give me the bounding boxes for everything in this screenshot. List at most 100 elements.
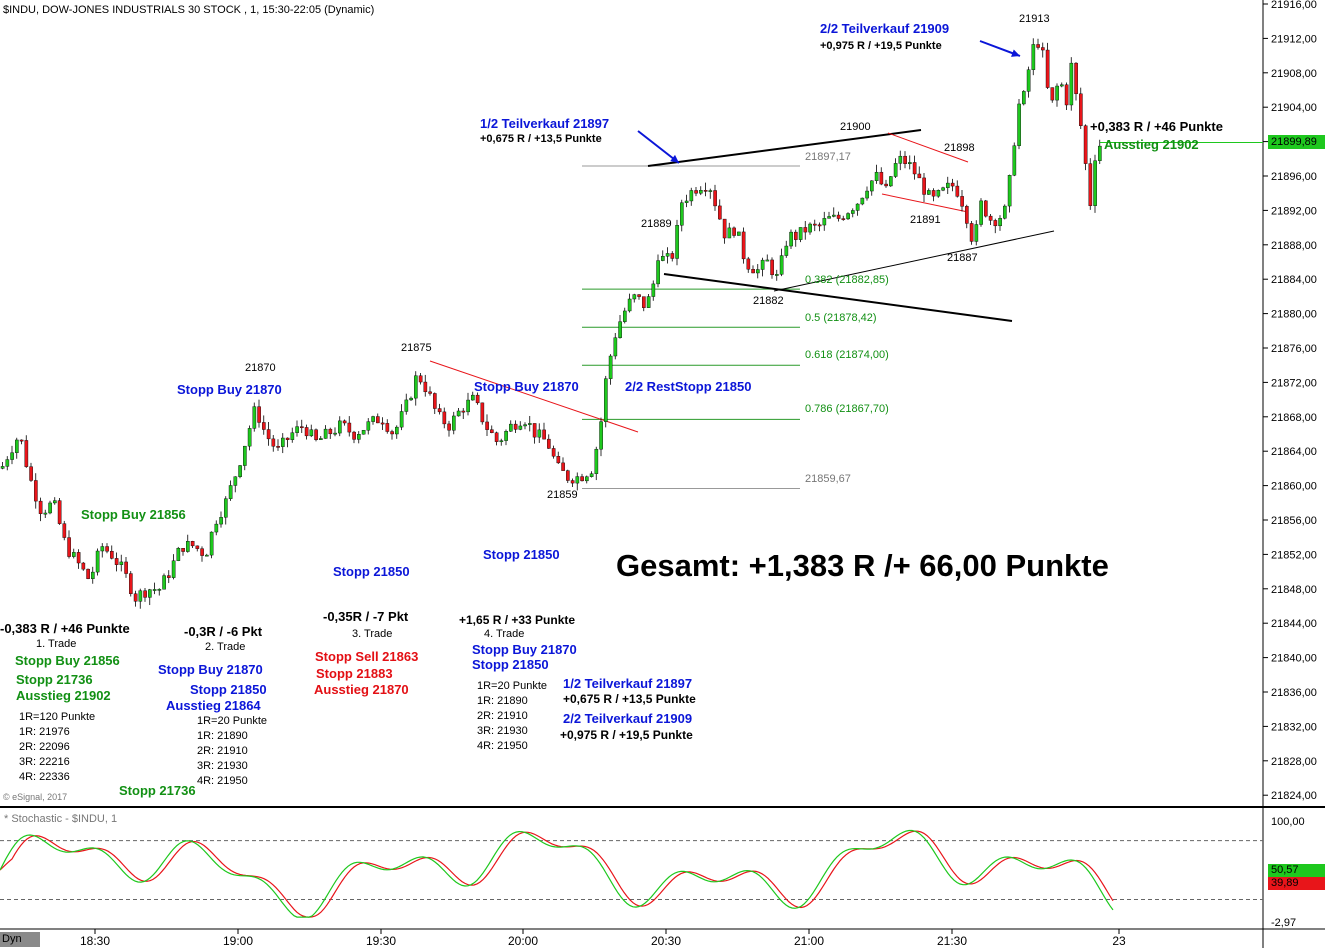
y-tick-label: 21856,00	[1271, 515, 1317, 527]
candle-body	[271, 438, 276, 447]
candle-body	[57, 500, 62, 524]
candle-body	[129, 573, 133, 594]
candle-body	[713, 190, 717, 207]
price-label-21891: 21891	[910, 214, 941, 226]
x-tick-label: 18:30	[80, 934, 110, 948]
annotation-stop-21736-bottom: Stopp 21736	[119, 783, 196, 798]
candle-body	[366, 421, 371, 431]
annotation-result-right: +0,383 R / +46 Punkte	[1090, 119, 1223, 134]
candle-body	[409, 397, 413, 401]
candle-body	[513, 423, 518, 430]
y-tick-label: 21892,00	[1271, 205, 1317, 217]
trendline-upper	[647, 129, 922, 167]
candle-body	[656, 260, 660, 285]
candle-body	[665, 253, 670, 257]
candle-body	[765, 259, 770, 262]
candle-body	[176, 548, 181, 561]
trade-2-line-3: Ausstieg 21864	[166, 698, 261, 713]
candle-body	[1017, 103, 1021, 146]
price-label-21913: 21913	[1019, 13, 1050, 25]
trade-2-level-3: 3R: 21930	[197, 760, 248, 772]
candle-body	[418, 375, 423, 383]
candle-body	[637, 294, 641, 297]
candle-body	[570, 480, 575, 484]
candle-body	[262, 422, 266, 430]
candle-body	[1055, 85, 1059, 101]
stoch-y-tick-label: -2,97	[1271, 917, 1296, 929]
trade-2-level-1: 1R: 21890	[197, 730, 248, 742]
candle-body	[680, 202, 684, 226]
annotation-stop-buy-21870-left: Stopp Buy 21870	[177, 382, 282, 397]
candle-body	[91, 571, 95, 579]
y-tick-label: 21876,00	[1271, 343, 1317, 355]
trade-4-level-4: 4R: 21950	[477, 740, 528, 752]
candle-body	[836, 214, 841, 219]
candle-body	[43, 512, 48, 515]
candle-body	[727, 227, 732, 239]
y-tick-label: 21832,00	[1271, 721, 1317, 733]
candle-body	[1012, 145, 1017, 176]
y-tick-label: 21836,00	[1271, 687, 1317, 699]
candle-body	[789, 231, 793, 247]
candle-body	[670, 253, 675, 259]
annotation-rest-stop: 2/2 RestStopp 21850	[625, 379, 752, 394]
trade-1-line-3: Ausstieg 21902	[16, 688, 111, 703]
candle-body	[632, 294, 637, 300]
candle-body	[922, 177, 926, 195]
candle-body	[437, 408, 442, 413]
candle-body	[551, 448, 556, 457]
stoch-y-tick-label: 100,00	[1271, 816, 1305, 828]
trendline-red-down	[429, 360, 639, 433]
candle-body	[157, 589, 162, 591]
stoch-k-badge: 50,57	[1268, 864, 1325, 877]
candle-body	[376, 416, 380, 424]
trade-2-line-1: Stopp Buy 21870	[158, 662, 263, 677]
x-tick-label: 19:30	[366, 934, 396, 948]
candle-body	[304, 427, 309, 437]
candle-body	[703, 190, 708, 192]
candle-body	[385, 423, 390, 432]
candle-body	[746, 258, 751, 270]
y-tick-label: 21852,00	[1271, 549, 1317, 561]
candle-body	[380, 422, 385, 425]
x-tick-label: 23	[1112, 934, 1126, 948]
candle-body	[718, 205, 722, 220]
annotation-stop-21850-a: Stopp 21850	[483, 547, 560, 562]
trade-1-level-4: 4R: 22336	[19, 771, 70, 783]
candle-body	[247, 428, 252, 447]
x-tick-label: 21:00	[794, 934, 824, 948]
trade-3-result: -0,35R / -7 Pkt	[323, 609, 409, 624]
y-tick-label: 21888,00	[1271, 240, 1317, 252]
candle-body	[62, 523, 67, 538]
candle-body	[732, 227, 736, 236]
candle-body	[613, 337, 618, 357]
candle-body	[528, 423, 532, 425]
candle-body	[5, 459, 10, 467]
y-tick-label: 21848,00	[1271, 584, 1317, 596]
candle-body	[737, 231, 741, 236]
candle-body	[1064, 84, 1069, 106]
candle-body	[209, 531, 214, 556]
candle-body	[34, 480, 38, 502]
candle-body	[608, 355, 613, 379]
y-tick-label: 21840,00	[1271, 653, 1317, 665]
trade-4-partial-1: 1/2 Teilverkauf 21897	[563, 676, 693, 691]
candle-body	[1093, 160, 1097, 206]
candle-body	[893, 163, 898, 177]
trade-2-label: 2. Trade	[205, 641, 246, 653]
price-label-21875: 21875	[401, 342, 432, 354]
candle-body	[390, 431, 394, 435]
candle-body	[181, 548, 185, 552]
candle-body	[494, 432, 499, 442]
candle-body	[523, 424, 527, 427]
candle-body	[399, 411, 404, 428]
total-result: Gesamt: +1,383 R /+ 66,00 Punkte	[616, 548, 1109, 583]
dyn-button[interactable]: Dyn	[0, 932, 40, 947]
trade-4-level-2: 2R: 21910	[477, 710, 528, 722]
candle-body	[200, 548, 204, 556]
candle-body	[214, 523, 219, 533]
candle-body	[699, 190, 703, 194]
candle-body	[19, 439, 24, 442]
y-tick-label: 21912,00	[1271, 33, 1317, 45]
candle-body	[908, 162, 912, 165]
